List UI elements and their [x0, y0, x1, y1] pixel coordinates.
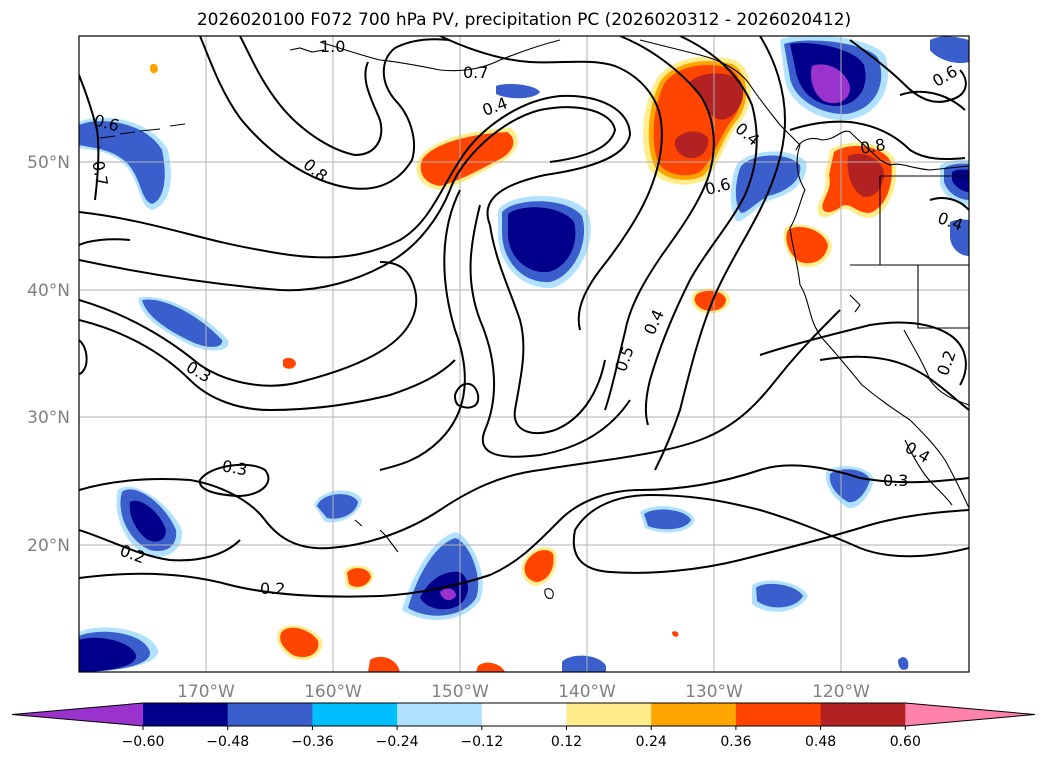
contour-label: 0.2 [260, 579, 285, 598]
contour-label: 1.0 [320, 37, 345, 56]
lon-tick: 150°W [431, 682, 489, 702]
positive-anomaly-region [476, 662, 505, 672]
lon-tick: 130°W [685, 682, 743, 702]
positive-anomaly-region [150, 63, 679, 637]
colorbar-segment [735, 703, 822, 726]
negative-anomaly-region [730, 151, 807, 222]
negative-anomaly-region [562, 655, 606, 672]
colorbar-segment [481, 703, 567, 726]
negative-anomaly-region [402, 532, 483, 621]
negative-anomaly-region [314, 490, 362, 523]
negative-anomaly-region [898, 657, 909, 670]
colorbar-segment [12, 703, 143, 726]
positive-anomaly-region [277, 625, 323, 661]
colorbar: −0.60 −0.48 −0.36 −0.24 −0.12 0.12 0.24 0.36 0.4… [11, 702, 1036, 750]
negative-anomaly-region [950, 219, 969, 256]
colorbar-segment [397, 703, 483, 726]
colorbar-tick-label: 0.24 [636, 734, 667, 750]
positive-anomaly-region [643, 56, 751, 185]
colorbar-tick-label: −0.60 [122, 734, 165, 750]
contour-label: 0.7 [463, 63, 488, 82]
negative-anomaly-region [79, 627, 159, 672]
negative-anomaly-region [825, 466, 874, 509]
colorbar-tick-label: −0.24 [376, 734, 419, 750]
lat-tick: 30°N [27, 408, 70, 428]
negative-anomaly-region [79, 117, 172, 210]
map-panel: 1.0 0.7 0.4 0.6 0.7 0.8 0.6 0.8 0.6 0.4 … [79, 36, 969, 672]
lat-tick: 20°N [27, 536, 70, 556]
figure-title: 2026020100 F072 700 hPa PV, precipitatio… [197, 10, 851, 30]
positive-anomaly-region [521, 547, 557, 586]
lon-tick: 140°W [558, 682, 616, 702]
lon-tick: 170°W [177, 682, 235, 702]
contour-label: 0.3 [883, 471, 908, 490]
positive-anomaly-region [368, 656, 400, 672]
precipitation-shading [79, 36, 969, 672]
colorbar-segment [143, 703, 229, 726]
positive-anomaly-region [817, 142, 897, 218]
colorbar-tick-label: −0.36 [291, 734, 334, 750]
colorbar-tick-label: 0.60 [890, 734, 921, 750]
colorbar-tick-label: 0.48 [805, 734, 836, 750]
positive-anomaly-region [344, 565, 374, 590]
pv-contours [79, 36, 969, 598]
negative-anomaly-region [116, 486, 183, 557]
map-frame [78, 35, 970, 673]
contour-label: 0.7 [88, 159, 111, 187]
longitude-labels: 170°W 160°W 150°W 140°W 130°W 120°W [177, 682, 870, 702]
lat-tick: 50°N [27, 153, 70, 173]
colorbar-tick-label: 0.36 [720, 734, 751, 750]
colorbar-segment [312, 703, 398, 726]
negative-anomaly-region [497, 196, 591, 289]
colorbar-tick-label: −0.12 [460, 734, 503, 750]
negative-anomaly-region [496, 84, 540, 99]
contour-label: 0.8 [859, 135, 887, 158]
lon-tick: 160°W [304, 682, 362, 702]
contour-label: 0.3 [221, 456, 249, 479]
colorbar-segment [566, 703, 652, 726]
colorbar-segment [651, 703, 737, 726]
colorbar-segment [905, 703, 1035, 726]
negative-anomaly-region [640, 506, 695, 533]
lat-tick: 40°N [27, 281, 70, 301]
positive-anomaly-region [691, 288, 730, 314]
latitude-labels: 50°N 40°N 30°N 20°N [27, 153, 70, 556]
colorbar-segment [227, 703, 313, 726]
colorbar-segment [820, 703, 906, 726]
colorbar-tick-label: 0.12 [551, 734, 582, 750]
negative-anomaly-region [780, 36, 889, 121]
graticule [79, 36, 969, 672]
negative-anomaly-region [752, 580, 808, 612]
lon-tick: 120°W [812, 682, 870, 702]
colorbar-tick-label: −0.48 [206, 734, 249, 750]
negative-anomaly-region [940, 159, 969, 205]
negative-anomaly-region [930, 36, 969, 64]
